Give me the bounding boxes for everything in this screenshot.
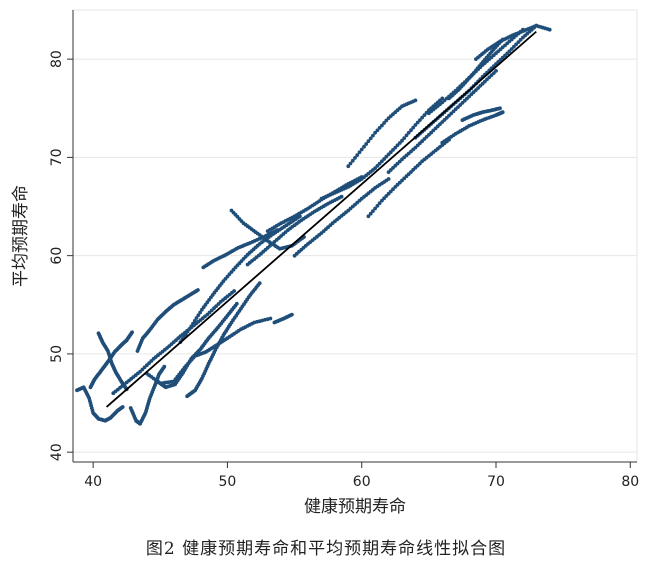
chart-svg: 40 50 60 70 80 40 50 60 70 80 健康预期寿命 平均预期寿命 [11,9,639,517]
data-point [359,147,364,152]
data-point [375,128,380,133]
data-point [384,154,389,159]
data-point [422,113,427,117]
data-point [346,164,351,169]
data-point [268,316,273,321]
data-point [357,150,362,155]
data-point [400,138,404,143]
data-point [391,187,395,192]
data-point [518,37,523,42]
data-point [194,316,199,320]
data-point [411,125,416,130]
x-tick-label: 70 [487,474,505,490]
data-point [514,42,518,47]
data-point [500,110,505,115]
data-point [498,106,502,111]
data-point [413,123,418,127]
data-point [371,133,375,138]
data-point [377,201,382,206]
data-point [409,128,413,133]
data-point [362,144,366,149]
data-point [386,177,391,181]
data-point [371,209,375,214]
y-tick-label: 70 [49,148,65,166]
figure-caption: 图2 健康预期寿命和平均预期寿命线性拟合图 [145,539,507,559]
y-tick-label: 50 [49,345,65,363]
data-point [191,321,195,326]
y-tick-label: 80 [49,50,65,68]
data-point [162,364,167,369]
data-point [380,123,384,128]
data-point [391,148,395,152]
data-point [196,313,201,318]
x-axis-title: 健康预期寿命 [304,497,406,517]
plot-area [72,9,638,463]
y-axis-title: 平均预期寿命 [11,185,31,287]
data-point [406,130,411,135]
data-point [364,142,369,146]
scatter-points [75,23,552,426]
data-point [384,194,389,198]
data-point [368,136,373,141]
data-point [377,126,382,130]
data-point [418,118,422,122]
axes: 40 50 60 70 80 40 50 60 70 80 [49,10,639,490]
data-point [348,161,353,166]
data-point [232,289,237,293]
data-point [290,312,294,317]
data-point [339,194,344,199]
data-point [198,310,203,315]
data-point [402,136,407,141]
data-point [382,121,386,125]
data-point [404,133,409,138]
data-point [373,206,377,211]
data-point [350,158,355,163]
grid-lines [72,9,638,463]
x-tick-label: 40 [84,474,102,490]
data-point [366,214,371,219]
data-point [353,156,357,160]
y-tick-label: 40 [49,443,65,461]
data-point [507,49,512,54]
data-point [275,228,279,233]
data-point [355,153,360,158]
data-point [366,139,371,144]
data-point [375,204,380,208]
data-point [183,332,188,337]
data-point [415,120,420,125]
data-point [192,318,197,323]
data-point [120,405,125,409]
data-point [189,324,194,329]
y-tick-label: 60 [49,247,65,265]
data-point [395,143,400,148]
data-point [196,288,200,292]
data-point [373,130,377,135]
data-point [547,27,552,32]
data-point [413,98,418,103]
x-tick-label: 80 [621,474,639,490]
x-tick-label: 60 [353,474,371,490]
fit-line [105,30,537,408]
data-point [384,118,389,123]
data-point [368,211,373,216]
data-point [373,166,377,171]
data-point [130,330,135,335]
x-tick-label: 50 [219,474,237,490]
fit-line-group [105,30,537,408]
data-point [420,115,424,120]
data-point [234,301,239,306]
data-point [257,281,262,286]
data-point [494,69,498,73]
data-point [377,161,382,166]
scatter-chart: 40 50 60 70 80 40 50 60 70 80 健康预期寿命 平均预期寿命 [11,9,639,517]
